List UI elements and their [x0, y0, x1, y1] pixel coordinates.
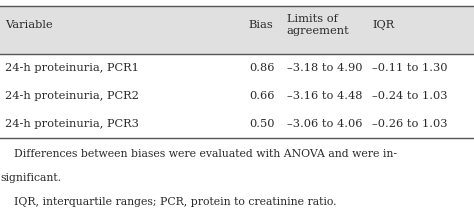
- Text: –3.16 to 4.48: –3.16 to 4.48: [287, 91, 362, 101]
- Text: IQR, interquartile ranges; PCR, protein to creatinine ratio.: IQR, interquartile ranges; PCR, protein …: [0, 197, 337, 207]
- Text: –0.24 to 1.03: –0.24 to 1.03: [372, 91, 447, 101]
- Text: 24-h proteinuria, PCR3: 24-h proteinuria, PCR3: [5, 119, 138, 129]
- Text: –0.11 to 1.30: –0.11 to 1.30: [372, 63, 447, 73]
- Text: 0.66: 0.66: [249, 91, 274, 101]
- Text: Variable: Variable: [5, 20, 52, 30]
- Text: Bias: Bias: [249, 20, 273, 30]
- Text: 24-h proteinuria, PCR2: 24-h proteinuria, PCR2: [5, 91, 138, 101]
- Text: IQR: IQR: [372, 20, 394, 30]
- Text: –3.18 to 4.90: –3.18 to 4.90: [287, 63, 362, 73]
- Text: significant.: significant.: [0, 173, 61, 183]
- Text: 0.50: 0.50: [249, 119, 274, 129]
- Text: –3.06 to 4.06: –3.06 to 4.06: [287, 119, 362, 129]
- Text: Limits of
agreement: Limits of agreement: [287, 14, 349, 36]
- Text: Differences between biases were evaluated with ANOVA and were in-: Differences between biases were evaluate…: [0, 149, 397, 159]
- Text: 0.86: 0.86: [249, 63, 274, 73]
- Text: –0.26 to 1.03: –0.26 to 1.03: [372, 119, 447, 129]
- FancyBboxPatch shape: [0, 6, 474, 54]
- Text: 24-h proteinuria, PCR1: 24-h proteinuria, PCR1: [5, 63, 138, 73]
